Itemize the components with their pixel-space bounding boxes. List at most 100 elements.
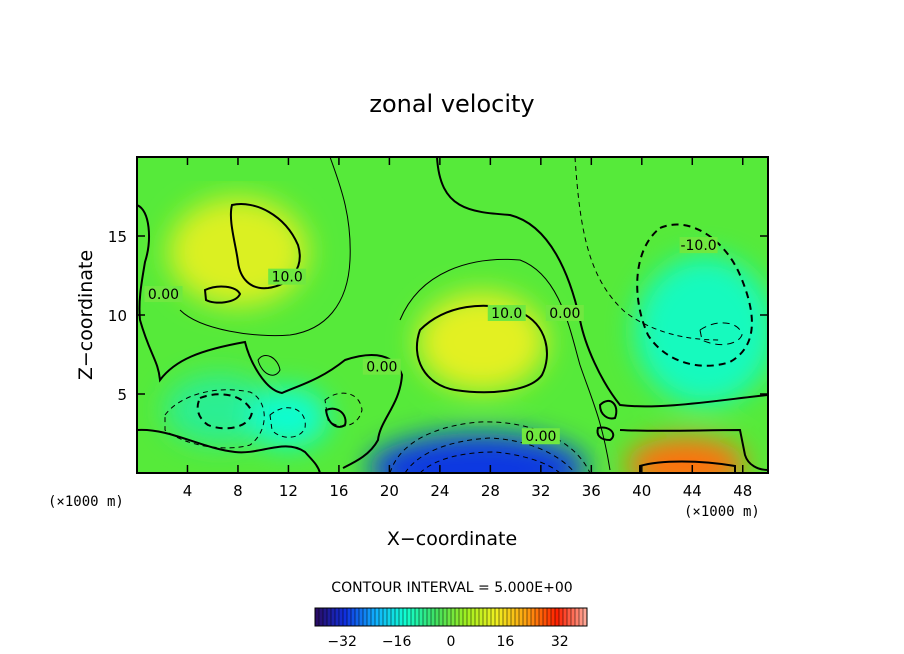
colorbar-swatch <box>515 608 520 626</box>
x-tick-label: 12 <box>279 482 298 500</box>
colorbar-tick-label: −16 <box>382 634 412 650</box>
contour-label-bg <box>679 237 718 254</box>
contour-positive-1 <box>229 203 301 290</box>
contour-negative-4 <box>196 393 254 430</box>
colorbar-swatch <box>519 608 524 626</box>
colorbar-swatch <box>499 608 504 626</box>
colorbar-swatch <box>415 608 420 626</box>
colorbar-swatch <box>347 608 352 626</box>
colorbar-tick-label: 0 <box>447 634 456 650</box>
contour-positive-4 <box>399 258 611 471</box>
anomaly-negative-5 <box>248 387 329 448</box>
colorbar-swatch <box>375 608 380 626</box>
contour-zero-right <box>619 428 768 471</box>
x-tick-label: 48 <box>733 482 752 500</box>
colorbar-tick-label: −32 <box>327 634 357 650</box>
colorbar-swatch <box>319 608 324 626</box>
x-tick-label: 28 <box>481 482 500 500</box>
contour-negative-8 <box>404 437 576 473</box>
colorbar-swatch <box>559 608 564 626</box>
colorbar-swatch <box>331 608 336 626</box>
colorbar-swatch <box>471 608 476 626</box>
contour-label-bg <box>144 286 183 303</box>
colorbar-swatch <box>503 608 508 626</box>
colorbar-swatch <box>323 608 328 626</box>
y-tick-label: 5 <box>117 386 127 404</box>
contour-negative-7 <box>389 421 591 473</box>
colorbar-swatch <box>491 608 496 626</box>
contour-label-bg <box>521 428 560 445</box>
colorbar-swatch <box>583 608 588 626</box>
colorbar-swatch <box>371 608 376 626</box>
colorbar-swatch <box>543 608 548 626</box>
x-tick-label: 24 <box>430 482 449 500</box>
colorbar-swatch <box>343 608 348 626</box>
contour-label: 0.00 <box>525 429 556 445</box>
y-tick-label: 10 <box>108 307 127 325</box>
colorbar-swatch <box>495 608 500 626</box>
contour-label-bg <box>268 268 307 285</box>
colorbar-swatch <box>355 608 360 626</box>
contour-misc-1 <box>598 399 618 420</box>
x-axis-units-left: (×1000 m) <box>48 494 124 510</box>
colorbar-swatch <box>575 608 580 626</box>
colorbar-swatch <box>379 608 384 626</box>
x-tick-label: 4 <box>183 482 193 500</box>
colorbar-swatch <box>567 608 572 626</box>
contour-lines <box>137 157 768 473</box>
colorbar-swatch <box>463 608 468 626</box>
colorbar-swatch <box>579 608 584 626</box>
colorbar-tick-label: 16 <box>496 634 514 650</box>
colorbar-swatch <box>363 608 368 626</box>
colorbar-tick-label: 32 <box>551 634 569 650</box>
colorbar-swatch <box>383 608 388 626</box>
contour-misc-4 <box>179 157 351 337</box>
colorbar-swatch <box>443 608 448 626</box>
contour-label: 10.0 <box>272 270 303 286</box>
colorbar-swatch <box>451 608 456 626</box>
contour-misc-2 <box>596 426 615 442</box>
contour-zero-lower <box>137 428 321 473</box>
anomaly-negative-3 <box>634 255 768 406</box>
contour-positive-3 <box>415 304 548 394</box>
colorbar-swatch <box>555 608 560 626</box>
colorbar-swatch <box>551 608 556 626</box>
contour-negative-9 <box>419 451 561 473</box>
contour-negative-10 <box>324 392 363 427</box>
x-tick-label: 20 <box>380 482 399 500</box>
x-tick-label: 16 <box>329 482 348 500</box>
contour-negative-11 <box>324 407 347 428</box>
contour-negative-5 <box>164 389 265 449</box>
y-axis-label: Z−coordinate <box>75 250 97 380</box>
contour-negative-2 <box>699 322 743 346</box>
contour-label: -10.0 <box>680 238 716 254</box>
contour-zero-left <box>137 204 404 469</box>
contour-label: 0.00 <box>549 306 580 322</box>
colorbar-swatch <box>563 608 568 626</box>
colorbar-swatch <box>391 608 396 626</box>
y-axis-ticks: 5 10 15 <box>108 228 768 404</box>
colorbar-swatch <box>407 608 412 626</box>
contour-misc-3 <box>257 355 281 376</box>
x-axis-units-right: (×1000 m) <box>684 504 760 520</box>
colorbar-swatch <box>339 608 344 626</box>
colorbar-swatch <box>447 608 452 626</box>
anomaly-positive-1 <box>416 291 547 392</box>
colorbar-swatch <box>467 608 472 626</box>
x-tick-label: 36 <box>582 482 601 500</box>
x-axis-label: X−coordinate <box>387 528 517 550</box>
colorbar-swatch <box>531 608 536 626</box>
colorbar-swatch <box>387 608 392 626</box>
x-axis-ticks: 4 8 12 16 20 24 28 32 36 40 44 48 <box>183 157 752 500</box>
contour-label-bg <box>487 305 526 321</box>
x-tick-label: 40 <box>632 482 651 500</box>
colorbar-swatch <box>483 608 488 626</box>
contour-labels: 10.0 0.00 10.0 0.00 0.00 0.00 -10.0 <box>144 237 718 445</box>
colorbar-swatch <box>511 608 516 626</box>
colorbar-swatch <box>399 608 404 626</box>
colorbar-swatch <box>435 608 440 626</box>
x-tick-label: 32 <box>531 482 550 500</box>
contour-interval-note: CONTOUR INTERVAL = 5.000E+00 <box>331 580 572 596</box>
colorbar-swatch <box>455 608 460 626</box>
colorbar-swatch <box>367 608 372 626</box>
